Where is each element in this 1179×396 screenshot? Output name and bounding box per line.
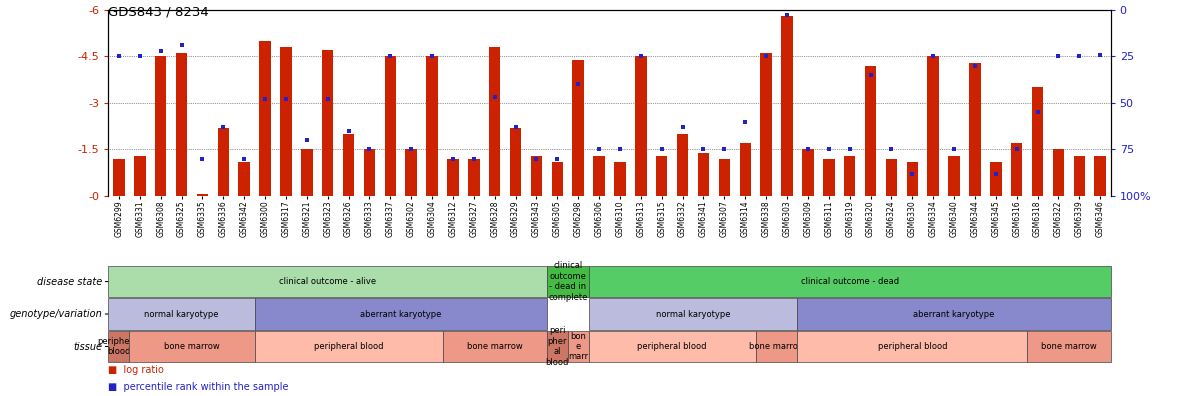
Text: peripheral
blood: peripheral blood [97,337,140,356]
Bar [614,162,626,196]
Bar [238,162,250,196]
Text: clinical outcome - alive: clinical outcome - alive [279,277,376,286]
Text: normal karyotype: normal karyotype [656,310,730,318]
Bar [322,50,334,196]
Bar [907,162,918,196]
Bar [760,53,772,196]
Bar [134,156,145,196]
Text: peripheral blood: peripheral blood [314,342,383,351]
Text: normal karyotype: normal karyotype [144,310,219,318]
Bar [928,57,938,196]
Bar [573,59,584,196]
Bar [489,47,500,196]
Text: genotype/variation: genotype/variation [9,309,103,319]
Text: bone marrow: bone marrow [164,342,219,351]
Text: peri
pher
al
blood: peri pher al blood [546,326,569,367]
Text: aberrant karyotype: aberrant karyotype [360,310,441,318]
Text: bone marrow: bone marrow [749,342,804,351]
Bar [802,149,814,196]
Bar [343,134,355,196]
Bar [113,159,125,196]
Bar [259,41,271,196]
Text: clinical outcome - dead: clinical outcome - dead [801,277,898,286]
Bar [782,16,792,196]
Bar [218,128,229,196]
Bar [509,128,521,196]
Bar [301,149,312,196]
Bar [990,162,1001,196]
Bar [593,156,605,196]
Bar [468,159,480,196]
Bar [1074,156,1085,196]
Bar [823,159,835,196]
Bar [677,134,689,196]
Bar [531,156,542,196]
Text: tissue: tissue [73,341,103,352]
Bar [948,156,960,196]
Bar [447,159,459,196]
Bar [969,63,981,196]
Bar [864,66,876,196]
Text: aberrant karyotype: aberrant karyotype [914,310,995,318]
Bar [1010,143,1022,196]
Bar [885,159,897,196]
Bar [844,156,856,196]
Bar [154,57,166,196]
Text: ■  percentile rank within the sample: ■ percentile rank within the sample [108,382,289,392]
Bar [281,47,291,196]
Text: bone marrow: bone marrow [1041,342,1096,351]
Text: ■  log ratio: ■ log ratio [108,366,164,375]
Bar [739,143,751,196]
Bar [427,57,437,196]
Text: clinical
outcome
- dead in
complete: clinical outcome - dead in complete [548,261,587,302]
Bar [1053,149,1065,196]
Text: GDS843 / 8234: GDS843 / 8234 [108,6,209,19]
Bar [635,57,646,196]
Bar [176,53,187,196]
Bar [698,152,710,196]
Bar [719,159,730,196]
Bar [197,194,209,196]
Text: bone marrow: bone marrow [467,342,522,351]
Text: peripheral blood: peripheral blood [877,342,947,351]
Bar [384,57,396,196]
Text: disease state: disease state [38,276,103,287]
Bar [552,162,564,196]
Text: bon
e
marr: bon e marr [568,331,588,362]
Bar [363,149,375,196]
Bar [1094,156,1106,196]
Bar [656,156,667,196]
Bar [1032,88,1043,196]
Text: peripheral blood: peripheral blood [638,342,707,351]
Bar [406,149,417,196]
